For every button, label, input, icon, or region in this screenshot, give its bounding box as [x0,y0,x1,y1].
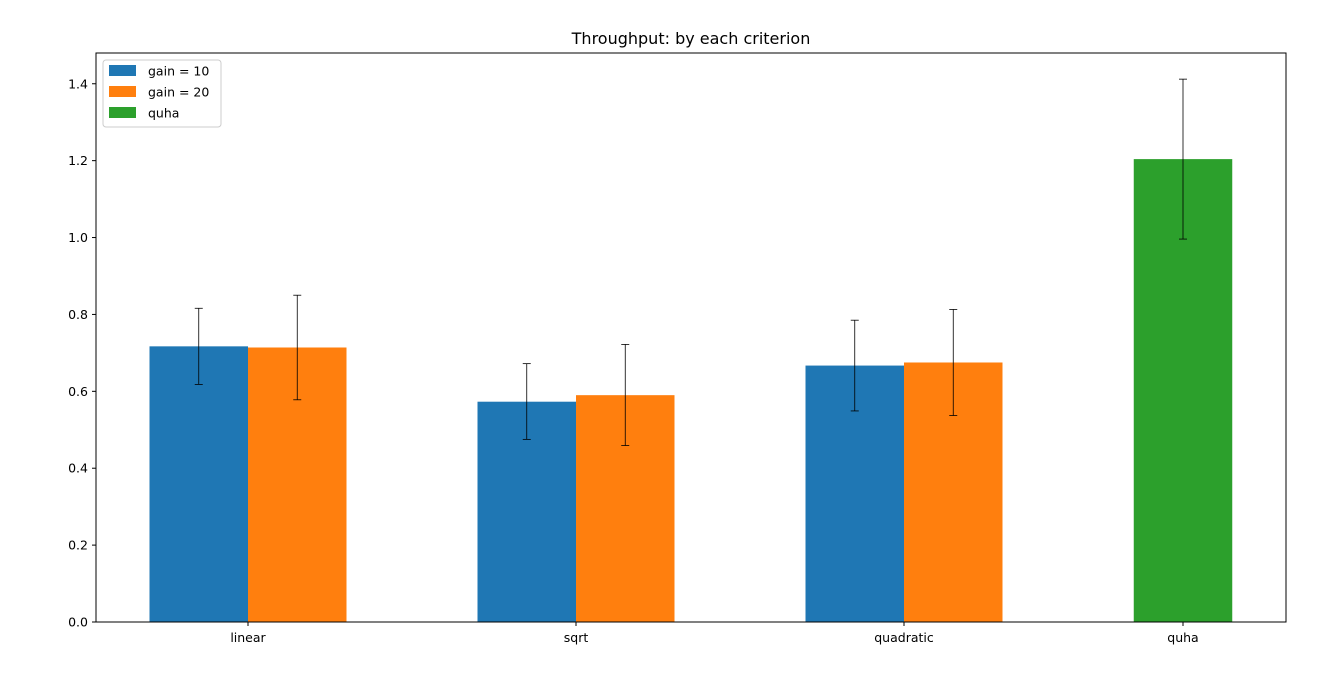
plot-frame [95,52,1287,623]
legend-swatch [109,86,136,97]
x-tick-label: linear [230,630,266,645]
y-tick-label: 0.0 [68,615,88,630]
y-tick-label: 0.6 [68,384,88,399]
bars-layer [149,159,1233,622]
x-tick-label: sqrt [564,630,589,645]
legend-label: quha [148,106,179,121]
y-tick-label: 1.4 [68,76,88,91]
legend-swatch [109,65,136,76]
x-axis: linear sqrt quadratic quha [230,622,1199,645]
bar [149,346,248,622]
legend-label: gain = 10 [148,64,209,79]
x-tick-label: quha [1167,630,1198,645]
y-tick-label: 0.8 [68,307,88,322]
x-tick-label: quadratic [874,630,934,645]
y-tick-label: 0.2 [68,538,88,553]
legend: gain = 10 gain = 20 quha [102,59,222,128]
y-tick-label: 1.0 [68,230,88,245]
y-tick-label: 0.4 [68,461,88,476]
legend-swatch [109,107,136,118]
y-tick-label: 1.2 [68,153,88,168]
chart-title: Throughput: by each criterion [571,29,811,48]
legend-label: gain = 20 [148,85,209,100]
y-axis: 0.0 0.2 0.4 0.6 0.8 1.0 1.2 1.4 [68,76,96,630]
error-bars-layer [194,78,1187,446]
